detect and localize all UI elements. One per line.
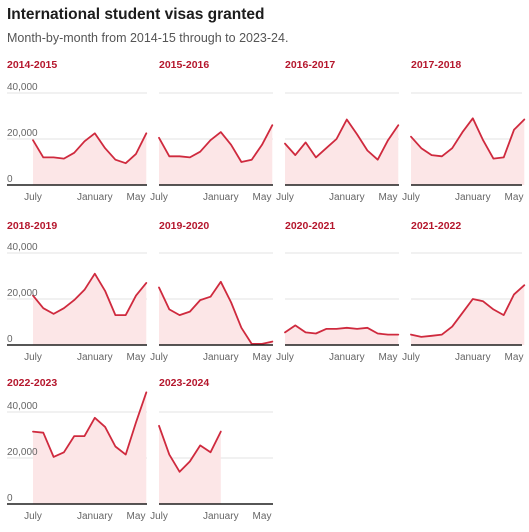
panel-2019-2020-xtick-January: January xyxy=(203,352,239,363)
panel-2022-2023-xtick-July: July xyxy=(24,511,42,522)
panel-2022-2023-ytick-2: 0 xyxy=(7,493,13,504)
panel-2020-2021-xtick-January: January xyxy=(329,352,365,363)
panel-2022-2023-title: 2022-2023 xyxy=(7,377,57,389)
panel-2019-2020-xtick-July: July xyxy=(150,352,168,363)
panel-2021-2022-series-line xyxy=(410,284,526,338)
panel-2023-2024-xtick-July: July xyxy=(150,511,168,522)
panel-2018-2019-ytick-0: 40,000 xyxy=(7,242,38,253)
panel-2018-2019-ytick-2: 0 xyxy=(7,334,13,345)
panel-2015-2016-xtick-July: July xyxy=(150,192,168,203)
panel-2014-2015-xtick-May: May xyxy=(127,192,146,203)
panel-2015-2016-title: 2015-2016 xyxy=(159,59,209,71)
panel-2014-2015-ytick-0: 40,000 xyxy=(7,82,38,93)
panel-2022-2023-ytick-1: 20,000 xyxy=(7,447,38,458)
panel-2014-2015-ytick-1: 20,000 xyxy=(7,128,38,139)
panel-2014-2015-ytick-2: 0 xyxy=(7,174,13,185)
panel-2015-2016-series-line xyxy=(158,124,274,163)
panel-2020-2021-title: 2020-2021 xyxy=(285,220,335,232)
panel-2014-2015-series-line xyxy=(32,132,148,165)
panel-2022-2023-xtick-January: January xyxy=(77,511,113,522)
panel-2018-2019-xtick-May: May xyxy=(127,352,146,363)
panel-2021-2022-area xyxy=(411,285,525,345)
panel-2018-2019-area xyxy=(33,273,147,345)
panel-2016-2017-title: 2016-2017 xyxy=(285,59,335,71)
panel-2018-2019-title: 2018-2019 xyxy=(7,220,57,232)
chart-subtitle: Month-by-month from 2014-15 through to 2… xyxy=(7,31,289,45)
panel-2022-2023-xtick-May: May xyxy=(127,511,146,522)
panel-2023-2024-xtick-May: May xyxy=(253,511,272,522)
panel-2016-2017-xtick-January: January xyxy=(329,192,365,203)
panel-2019-2020-area xyxy=(159,281,273,345)
panel-2014-2015-xtick-July: July xyxy=(24,192,42,203)
panel-2023-2024-area xyxy=(159,425,221,504)
panel-2015-2016-xtick-May: May xyxy=(253,192,272,203)
panel-2021-2022-xtick-May: May xyxy=(505,352,524,363)
panel-2017-2018-xtick-January: January xyxy=(455,192,491,203)
panel-2019-2020-title: 2019-2020 xyxy=(159,220,209,232)
panel-2019-2020-series-line xyxy=(158,280,274,345)
panel-2023-2024-title: 2023-2024 xyxy=(159,377,209,389)
panel-2023-2024-xtick-January: January xyxy=(203,511,239,522)
panel-2021-2022-xtick-July: July xyxy=(402,352,420,363)
panel-2022-2023-series-line xyxy=(32,391,148,458)
panel-2019-2020-xtick-May: May xyxy=(253,352,272,363)
panel-2022-2023-area xyxy=(33,392,147,504)
panel-2016-2017-xtick-July: July xyxy=(276,192,294,203)
panel-2017-2018-xtick-July: July xyxy=(402,192,420,203)
panel-2021-2022-xtick-January: January xyxy=(455,352,491,363)
panel-2014-2015-title: 2014-2015 xyxy=(7,59,57,71)
panel-2021-2022-title: 2021-2022 xyxy=(411,220,461,232)
panel-2020-2021-area xyxy=(285,325,399,345)
panel-2015-2016-xtick-January: January xyxy=(203,192,239,203)
panel-2016-2017-area xyxy=(285,119,399,185)
panel-2018-2019-xtick-July: July xyxy=(24,352,42,363)
panel-2016-2017-xtick-May: May xyxy=(379,192,398,203)
panel-2018-2019-ytick-1: 20,000 xyxy=(7,288,38,299)
panel-2017-2018-title: 2017-2018 xyxy=(411,59,461,71)
panel-2016-2017-series-line xyxy=(284,118,400,161)
panel-2022-2023-ytick-0: 40,000 xyxy=(7,401,38,412)
panel-2017-2018-xtick-May: May xyxy=(505,192,524,203)
panel-2023-2024-series-line xyxy=(158,424,222,473)
panel-2014-2015-area xyxy=(33,133,147,185)
panel-2017-2018-series-line xyxy=(410,117,526,160)
chart-title: International student visas granted xyxy=(7,6,265,23)
panel-2014-2015-xtick-January: January xyxy=(77,192,113,203)
panel-2018-2019-series-line xyxy=(32,272,148,316)
panel-2020-2021-xtick-May: May xyxy=(379,352,398,363)
panel-2020-2021-series-line xyxy=(284,324,400,336)
panel-2020-2021-xtick-July: July xyxy=(276,352,294,363)
panel-2015-2016-area xyxy=(159,125,273,185)
panel-2018-2019-xtick-January: January xyxy=(77,352,113,363)
panel-2017-2018-area xyxy=(411,118,525,185)
